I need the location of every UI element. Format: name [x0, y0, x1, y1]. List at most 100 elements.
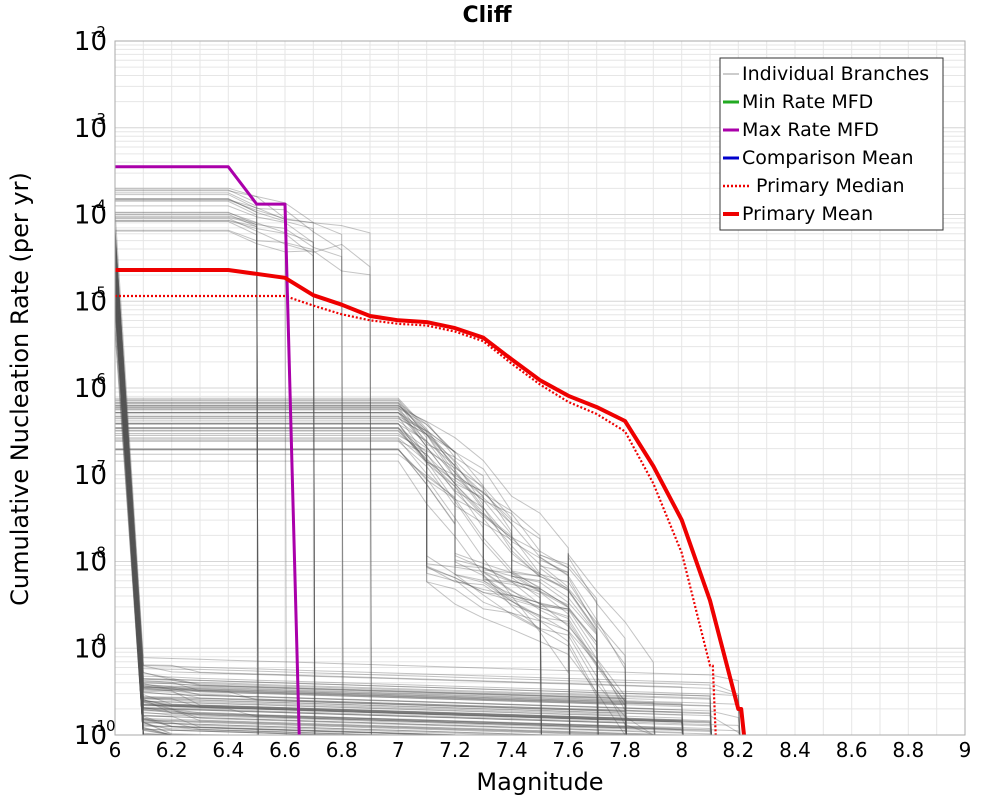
branch-line: [114, 280, 684, 736]
x-tick-label: 7.8: [609, 738, 641, 762]
y-tick-label: 10: [74, 634, 107, 664]
branch-line: [115, 417, 571, 736]
branch-line: [115, 412, 655, 736]
branch-line: [115, 423, 627, 736]
x-tick-label: 7: [392, 738, 405, 762]
branch-line: [115, 217, 372, 736]
branch-line: [114, 269, 712, 736]
branch-line: [115, 198, 259, 736]
branch-line: [115, 448, 542, 736]
y-axis-label: Cumulative Nucleation Rate (per yr): [6, 172, 34, 606]
y-tick-label: 10: [74, 27, 107, 57]
max-rate-mfd-line: [115, 165, 301, 736]
branch-line: [115, 435, 542, 736]
branch-line: [114, 268, 712, 736]
y-tick-exponent: -4: [91, 197, 106, 215]
branch-line: [115, 412, 627, 736]
branch-line: [114, 259, 741, 736]
branch-line: [115, 187, 316, 736]
branch-line: [114, 272, 684, 736]
branch-line: [115, 220, 316, 736]
branch-line: [114, 262, 684, 736]
y-tick-label: 10: [74, 461, 107, 491]
branch-line: [114, 255, 684, 736]
branch-line: [115, 427, 627, 736]
branch-line: [115, 409, 542, 736]
branch-line: [114, 241, 627, 736]
branch-line: [114, 245, 712, 736]
branch-line: [114, 251, 741, 736]
branch-line: [114, 236, 712, 736]
branch-line: [115, 449, 627, 736]
branch-line: [114, 243, 627, 736]
branch-line: [114, 258, 627, 736]
branch-line: [115, 405, 542, 736]
legend-label-min-rate: Min Rate MFD: [742, 91, 873, 113]
branch-line: [114, 271, 712, 736]
branch-line: [115, 403, 599, 736]
branch-line: [115, 221, 259, 736]
y-tick-exponent: -7: [91, 457, 106, 475]
x-tick-label: 6.4: [212, 738, 244, 762]
x-tick-label: 8.4: [779, 738, 811, 762]
branch-line: [114, 258, 684, 736]
branch-line: [114, 253, 684, 736]
branch-line: [115, 200, 259, 736]
branch-line: [115, 229, 316, 736]
y-tick-exponent: -3: [91, 110, 106, 128]
branch-line: [115, 440, 599, 736]
primary-median-line: [115, 294, 717, 736]
branch-line: [114, 260, 684, 736]
x-tick-label: 7.6: [552, 738, 584, 762]
x-tick-label: 8.8: [892, 738, 924, 762]
y-tick-exponent: -8: [91, 544, 106, 562]
branch-line: [115, 449, 571, 736]
branch-line: [115, 215, 316, 736]
branch-line: [114, 243, 656, 736]
x-axis-label: Magnitude: [476, 768, 603, 796]
legend-label-max-rate: Max Rate MFD: [742, 119, 879, 141]
primary-mean-line: [115, 268, 746, 736]
branch-line: [115, 438, 542, 736]
branch-line: [114, 251, 712, 736]
branch-line: [114, 255, 627, 736]
branch-line: [114, 250, 684, 736]
branch-line: [114, 270, 684, 736]
branch-line: [114, 231, 741, 736]
branch-line: [115, 453, 542, 736]
branch-line: [115, 230, 372, 736]
y-tick-labels: 10-210-310-410-510-610-710-810-910-10: [74, 23, 116, 751]
branch-line: [114, 232, 684, 736]
x-tick-label: 6.6: [269, 738, 301, 762]
branch-line: [114, 237, 684, 736]
branch-line: [114, 271, 684, 736]
branch-line: [114, 249, 656, 736]
branch-line: [115, 199, 372, 736]
branch-line: [115, 212, 259, 736]
branch-line: [115, 418, 599, 736]
branch-line: [114, 245, 627, 736]
y-tick-label: 10: [74, 374, 107, 404]
branch-line: [115, 427, 599, 736]
branch-line: [114, 240, 712, 736]
y-tick-exponent: -5: [91, 283, 106, 301]
branch-line: [115, 401, 542, 736]
branch-line: [115, 423, 599, 736]
branch-line: [115, 437, 599, 736]
branch-line: [114, 284, 684, 736]
branch-line: [115, 430, 571, 736]
chart-title: Cliff: [462, 3, 512, 28]
branch-line: [115, 423, 627, 736]
branch-line: [115, 411, 656, 736]
legend-label-primary-median: Primary Median: [756, 175, 905, 197]
branch-line: [115, 199, 344, 736]
branch-line: [115, 192, 259, 736]
branch-line: [115, 399, 627, 736]
y-tick-label: 10: [74, 287, 107, 317]
branch-line: [114, 275, 627, 736]
branch-line: [114, 229, 741, 736]
branch-line: [114, 236, 627, 736]
branch-line: [114, 209, 741, 736]
x-tick-label: 8: [675, 738, 688, 762]
legend-label-primary-mean: Primary Mean: [742, 203, 873, 225]
